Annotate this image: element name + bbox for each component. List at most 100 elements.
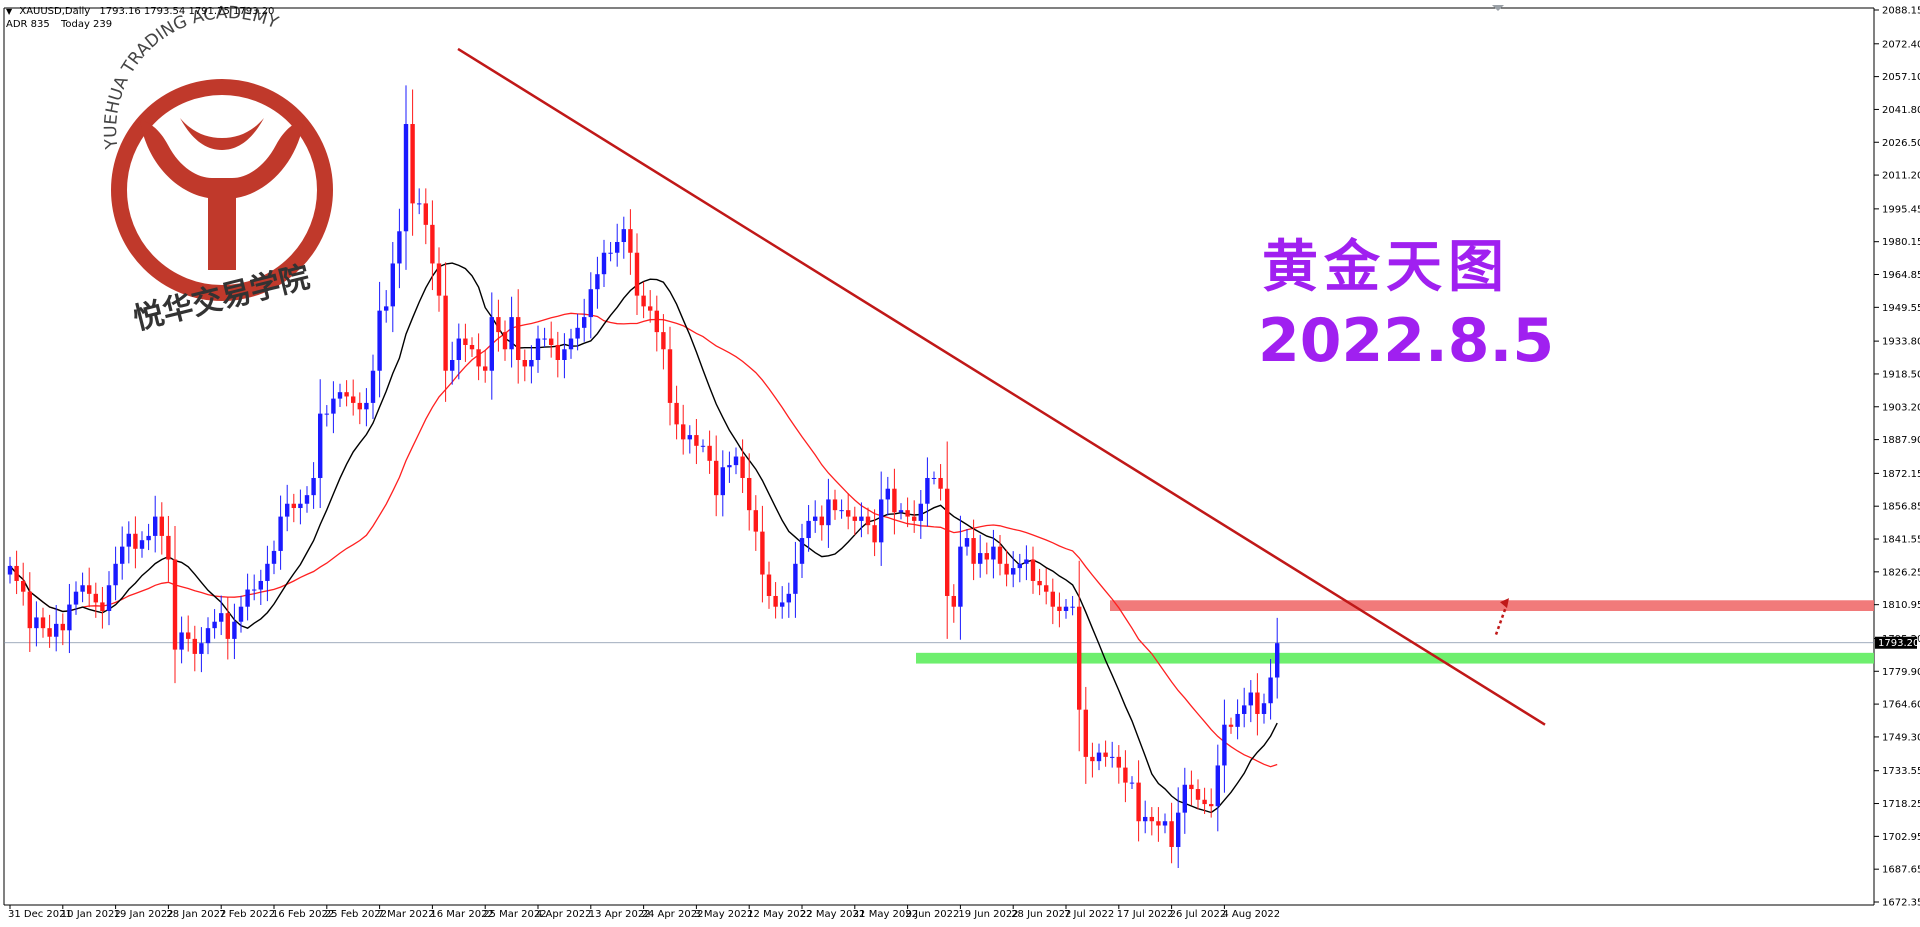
candle-body [720,467,725,496]
candle-body [199,643,204,654]
candle-body [463,338,468,345]
trendline-layer [457,47,1546,726]
candle-body [522,359,527,367]
y-tick-label: 1887.90 [1882,435,1920,446]
candle-body [80,585,85,592]
candle-body [225,613,230,639]
adr-value: ADR 835 [6,19,50,30]
x-tick-label: 9 Jun 2022 [906,909,960,920]
candle-body [945,488,950,596]
candle-body [410,124,415,204]
candle-body [898,510,904,513]
candle-body [1103,752,1108,757]
candle-body [271,550,277,564]
candle-body [384,306,389,311]
candle-body [1261,703,1267,714]
candle-body [159,516,164,536]
candle-body [727,465,732,468]
candle-body [971,538,976,564]
candle-body [1162,821,1168,826]
candle-body [1030,559,1036,581]
candle-body [549,338,554,345]
candle-body [1083,709,1088,757]
candle-body [813,516,818,521]
candle-body [219,613,224,622]
support-zone [916,652,1874,664]
candle-body [885,488,890,500]
candle-body [324,413,329,415]
y-tick-label: 1733.55 [1882,766,1920,777]
x-tick-label: 3 May 2022 [694,909,753,920]
candle-body [483,366,488,371]
candle-body [674,402,679,425]
candle-body [502,332,508,350]
y-tick-label: 1980.15 [1882,237,1920,248]
candles-layer [7,85,1280,868]
candle-body [1057,606,1062,611]
candle-body [179,632,184,650]
candle-body [568,338,574,350]
y-tick-label: 2088.15 [1882,6,1920,17]
y-tick-label: 1718.25 [1882,799,1920,810]
candle-body [423,203,428,225]
candle-body [786,593,791,603]
candle-body [1070,606,1075,608]
candle-body [377,310,382,371]
x-tick-label: 4 Aug 2022 [1222,909,1280,920]
y-tick-label: 1810.95 [1882,600,1920,611]
candle-body [344,392,349,397]
candle-body [403,124,409,232]
x-tick-label: 22 May 2022 [800,909,865,920]
candle-body [628,229,633,253]
candle-body [1189,784,1194,790]
candle-body [1235,713,1240,727]
candle-body [27,591,32,629]
y-tick-label: 1949.55 [1882,303,1920,314]
candle-body [819,516,824,526]
symbol-label: XAUUSD,Daily [19,6,91,17]
candle-body [661,332,666,350]
y-tick-label: 1687.65 [1882,865,1920,876]
y-tick-label: 1872.15 [1882,469,1920,480]
candle-body [991,546,996,560]
candle-body [1268,677,1273,704]
candle-body [1222,724,1227,766]
candle-body [1169,821,1174,847]
x-tick-label: 17 Jul 2022 [1117,909,1174,920]
y-tick-label: 1826.25 [1882,567,1920,578]
candle-body [1024,559,1029,564]
x-tick-label: 12 May 2022 [747,909,812,920]
x-tick-label: 31 May 2022 [853,909,918,920]
zones-layer [4,600,1874,664]
candle-body [192,638,197,654]
candle-body [648,306,653,311]
candle-body [476,349,481,367]
candle-body [351,396,356,403]
candle-body [1182,784,1187,813]
candle-body [575,327,580,339]
candle-body [1116,756,1121,768]
candle-body [865,516,871,526]
candle-body [1096,752,1102,762]
current-price-label: 1793.20 [1878,638,1919,649]
y-tick-label: 2057.10 [1882,72,1920,83]
candle-body [1149,816,1154,822]
candle-body [588,289,593,318]
candle-body [964,538,970,547]
y-tick-label: 1841.55 [1882,535,1920,546]
x-tick-label: 10 Jan 2022 [61,909,121,920]
candle-body [1090,756,1095,762]
candle-body [1242,705,1247,714]
candle-body [87,585,92,594]
x-tick-label: 31 Dec 2021 [8,909,72,920]
candle-body [67,604,72,631]
candle-body [40,617,46,629]
candle-body [390,263,395,307]
collapse-triangle-icon[interactable]: ▼ [6,7,13,16]
candle-body [832,499,838,511]
candle-body [357,402,362,410]
candle-body [753,510,758,532]
candle-body [608,252,613,254]
y-tick-label: 2026.50 [1882,138,1920,149]
